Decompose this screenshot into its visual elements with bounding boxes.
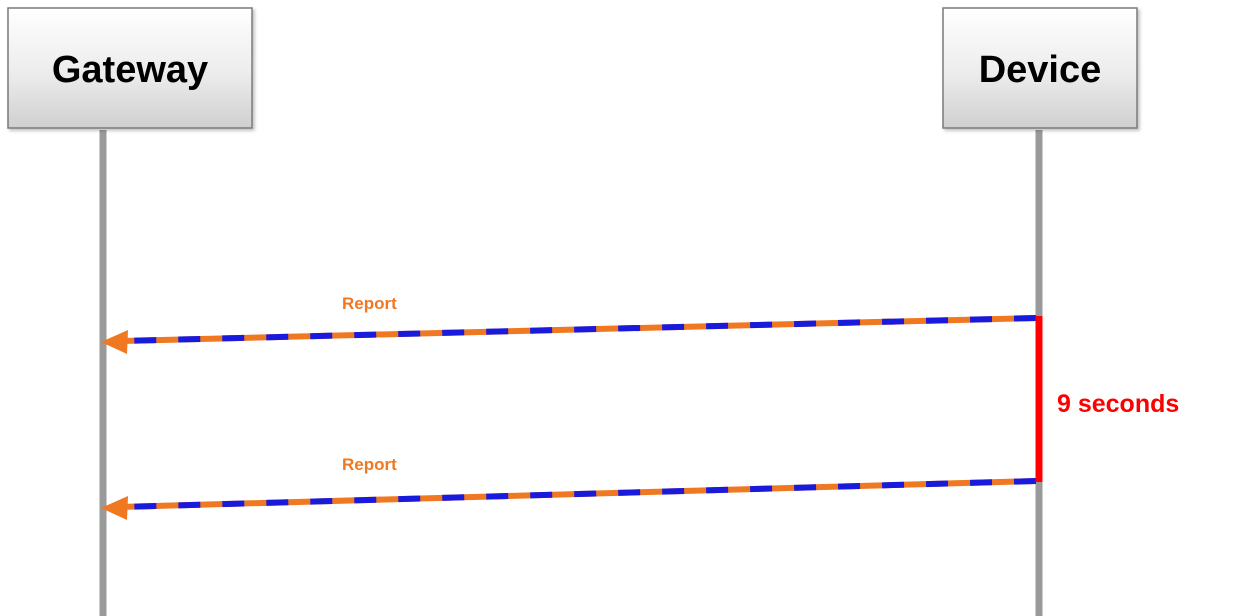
interval-label: 9 seconds — [1057, 390, 1179, 418]
message-arrow-2 — [101, 478, 1037, 520]
gateway-actor-box — [7, 7, 253, 129]
device-actor-label: Device — [979, 49, 1102, 91]
arrowhead-icon — [101, 496, 128, 520]
message-arrow-1 — [101, 315, 1037, 354]
device-actor-box — [942, 7, 1138, 129]
arrowhead-icon — [101, 330, 128, 354]
gateway-actor-label: Gateway — [52, 49, 208, 91]
device-actor: Device — [942, 7, 1138, 129]
message-label-2: Report — [342, 455, 397, 474]
gateway-actor: Gateway — [7, 7, 253, 129]
message-label-1: Report — [342, 294, 397, 313]
